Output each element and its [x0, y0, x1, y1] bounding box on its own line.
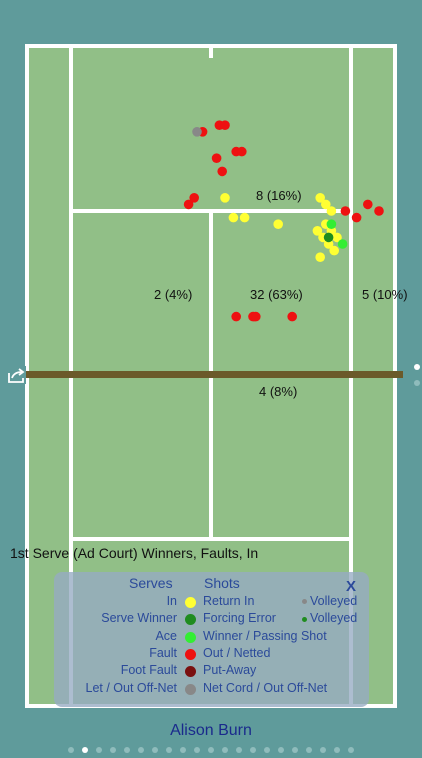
legend-color-swatch — [185, 597, 196, 608]
shot-fault — [220, 120, 230, 130]
page-dot[interactable] — [194, 747, 200, 753]
legend-color-swatch — [185, 683, 196, 695]
page-dot[interactable] — [236, 747, 242, 753]
page-dot[interactable] — [124, 747, 130, 753]
legend-volley-swatch — [302, 616, 307, 622]
legend-color-swatch — [185, 614, 196, 626]
legend-volley-label: Volleyed — [302, 611, 357, 625]
zone-label-center: 32 (63%) — [250, 287, 303, 302]
page-dot[interactable] — [250, 747, 256, 753]
legend-color-swatch — [185, 631, 196, 643]
shot-in — [273, 219, 284, 229]
legend-shot-label: Put-Away — [203, 663, 257, 678]
shot-let — [192, 127, 202, 137]
zone-label-net: 4 (8%) — [259, 384, 298, 399]
page-dot[interactable] — [292, 747, 298, 753]
legend-serve-label: Serve Winner — [101, 611, 177, 626]
page-dot[interactable] — [96, 747, 102, 753]
shot-in — [239, 212, 250, 223]
page-dot[interactable] — [82, 747, 88, 753]
legend-shot-label: Forcing Error — [203, 611, 276, 626]
page-dot[interactable] — [152, 747, 158, 753]
legend-row: Ace Winner / Passing Shot — [54, 629, 369, 646]
page-dot[interactable] — [138, 747, 144, 753]
page-dot[interactable] — [180, 747, 186, 753]
player-name: Alison Burn — [170, 722, 252, 739]
shot-fault — [189, 193, 199, 203]
shot-ace — [326, 219, 337, 229]
shot-fault — [211, 153, 222, 163]
shot-in — [220, 193, 230, 203]
legend-volley-swatch — [302, 599, 307, 605]
legend-serve-label: In — [166, 594, 177, 608]
shot-fault — [287, 311, 298, 322]
legend-color-swatch — [185, 648, 196, 660]
legend-shots-header: Shots — [204, 575, 240, 591]
share-icon — [8, 368, 25, 383]
side-page-dot[interactable] — [414, 380, 420, 386]
page-dot[interactable] — [166, 747, 172, 753]
page-dot[interactable] — [320, 747, 326, 753]
shot-ace — [337, 239, 348, 249]
zone-label-body-right: 5 (10%) — [362, 287, 408, 302]
shot-fault — [237, 146, 247, 157]
legend-shot-label: Winner / Passing Shot — [203, 628, 327, 643]
shot-in — [312, 226, 323, 236]
page-dot[interactable] — [68, 747, 74, 753]
legend-row: Serve Winner Forcing Error Volleyed — [54, 611, 369, 628]
legend-volley-text: Volleyed — [310, 611, 358, 626]
legend-volley-text: Volleyed — [310, 594, 358, 608]
page-dot[interactable] — [348, 747, 354, 753]
shot-fault — [351, 212, 362, 223]
shot-fault — [251, 311, 261, 322]
legend-shot-label: Return In — [203, 594, 255, 608]
legend-serve-label: Fault — [149, 645, 177, 660]
shot-in — [228, 212, 239, 223]
shot-in — [332, 232, 342, 243]
legend-panel: Serves Shots X In Return In Volleyed Serve … — [54, 572, 369, 707]
page-dot[interactable] — [334, 747, 340, 753]
page-dot[interactable] — [306, 747, 312, 753]
legend-serves-header: Serves — [129, 575, 173, 591]
page-dot[interactable] — [264, 747, 270, 753]
share-button[interactable] — [6, 366, 26, 384]
shot-fault — [217, 166, 227, 177]
shot-fault — [374, 206, 384, 216]
shot-fault — [231, 311, 241, 322]
legend-close-button[interactable]: X — [345, 578, 356, 595]
shot-serve-winner — [323, 232, 334, 243]
shot-in — [326, 206, 337, 216]
legend-row: Let / Out Off-Net Net Cord / Out Off-Net — [54, 681, 369, 698]
shot-markers — [183, 120, 384, 322]
shot-fault — [363, 199, 373, 210]
legend-serve-label: Let / Out Off-Net — [85, 680, 177, 695]
page-indicator[interactable] — [0, 740, 422, 758]
shot-in — [329, 245, 340, 256]
side-page-dot-active[interactable] — [414, 364, 420, 370]
shot-fault — [183, 199, 194, 210]
legend-volley-label: Volleyed — [302, 594, 357, 608]
zone-label-body-left: 2 (4%) — [154, 287, 193, 302]
legend-row: Fault Out / Netted — [54, 646, 369, 663]
page-dot[interactable] — [278, 747, 284, 753]
chart-title: 1st Serve (Ad Court) Winners, Faults, In — [10, 545, 259, 561]
page-dot[interactable] — [222, 747, 228, 753]
page-dot[interactable] — [110, 747, 116, 753]
page-dot[interactable] — [208, 747, 214, 753]
legend-serve-label: Ace — [155, 628, 177, 643]
legend-row: Foot Fault Put-Away — [54, 663, 369, 680]
shot-in — [323, 239, 334, 249]
legend-color-swatch — [185, 666, 196, 678]
zone-label-wide: 8 (16%) — [256, 188, 302, 203]
shot-in — [321, 199, 331, 210]
shot-in — [315, 252, 326, 262]
shot-in — [315, 193, 326, 203]
net — [25, 371, 403, 378]
legend-serve-label: Foot Fault — [120, 663, 177, 678]
shot-fault — [340, 206, 351, 216]
legend-shot-label: Out / Netted — [203, 645, 271, 660]
legend-shot-label: Net Cord / Out Off-Net — [203, 680, 328, 695]
legend-row: In Return In Volleyed — [54, 594, 369, 611]
